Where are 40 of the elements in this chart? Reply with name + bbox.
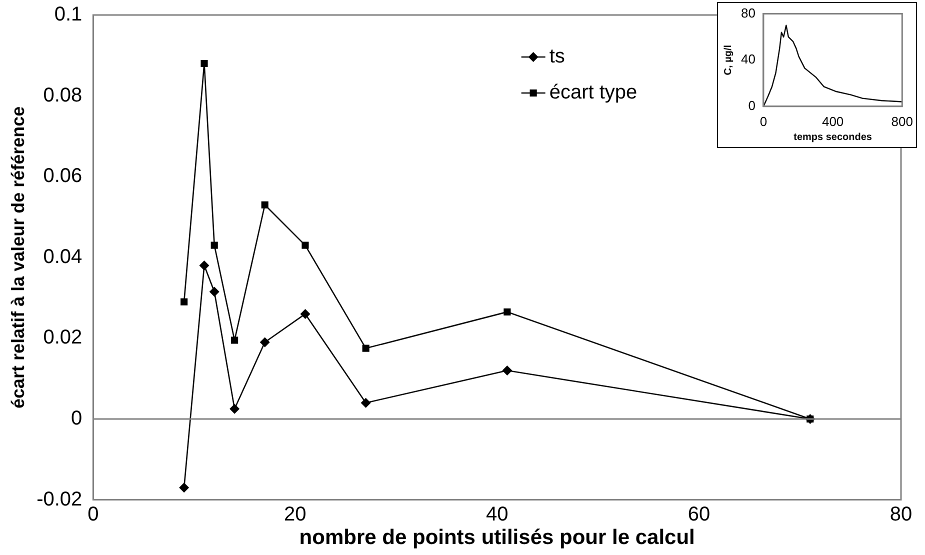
point bbox=[362, 344, 370, 352]
point bbox=[302, 242, 309, 249]
point bbox=[260, 337, 270, 348]
y-tick-label: 0.1 bbox=[54, 4, 82, 26]
point bbox=[300, 308, 310, 319]
y-tick-label: 0.04 bbox=[43, 246, 82, 268]
point bbox=[199, 260, 210, 270]
y-axis-title: C, µg/l bbox=[722, 44, 734, 76]
point bbox=[360, 398, 371, 408]
point bbox=[179, 482, 190, 493]
point bbox=[261, 201, 268, 208]
point bbox=[231, 336, 238, 344]
x-tick-label: 400 bbox=[822, 114, 844, 129]
y-tick-label: 80 bbox=[740, 5, 756, 20]
y-tick-label: -0.02 bbox=[36, 488, 82, 510]
y-tick-label: 40 bbox=[740, 52, 756, 67]
y-axis-title: écart relatif à la valeur de référence bbox=[8, 106, 28, 408]
point bbox=[200, 60, 208, 68]
x-tick-label: 800 bbox=[891, 114, 914, 129]
y-tick-label: 0.02 bbox=[43, 326, 82, 349]
x-tick-label: 80 bbox=[890, 503, 912, 526]
x-axis-title: temps secondes bbox=[794, 132, 872, 143]
x-tick-label: 0 bbox=[88, 503, 99, 526]
point bbox=[502, 366, 512, 376]
y-tick-label: 0.06 bbox=[43, 165, 82, 188]
x-tick-label: 40 bbox=[486, 503, 508, 526]
point bbox=[504, 308, 511, 316]
legend-label: ts bbox=[549, 46, 565, 68]
y-tick-label: 0 bbox=[71, 408, 82, 430]
legend-label: écart type bbox=[549, 82, 638, 104]
x-axis-title: nombre de points utilisés pour le calcul bbox=[299, 526, 695, 550]
point bbox=[180, 298, 188, 306]
x-tick-label: 60 bbox=[688, 503, 710, 526]
x-tick-label: 0 bbox=[760, 114, 768, 129]
x-tick-label: 20 bbox=[284, 503, 306, 526]
y-tick-label: 0.08 bbox=[43, 84, 82, 106]
y-tick-label: 0 bbox=[748, 98, 756, 113]
point bbox=[209, 286, 220, 297]
point bbox=[230, 404, 240, 414]
point bbox=[210, 242, 218, 249]
